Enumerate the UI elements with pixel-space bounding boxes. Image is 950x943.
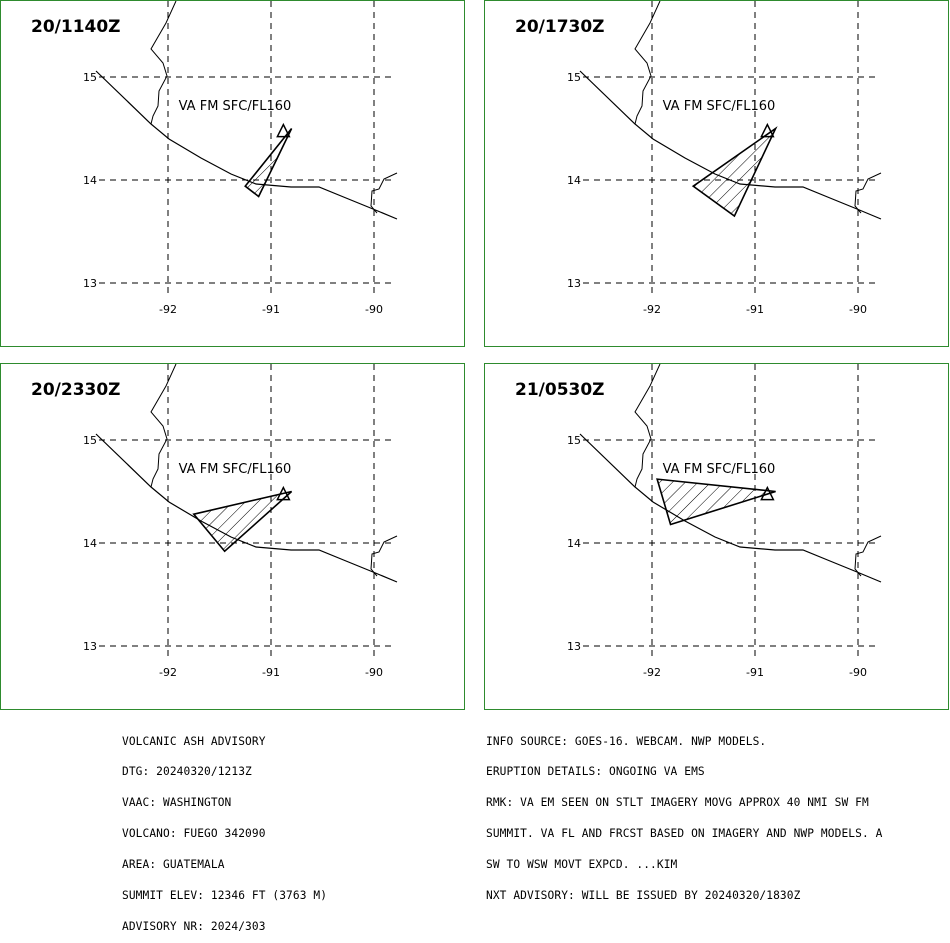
lon-tick-label: -91	[746, 666, 764, 679]
lat-tick-label: 15	[567, 434, 581, 447]
forecast-panel-2: 15 14 13 -92 -91 -90 VA FM SFC/FL160 20/1730Z	[484, 0, 949, 347]
volcano-triangle-icon	[276, 122, 291, 138]
lat-tick-label: 15	[83, 434, 97, 447]
lat-tick-label: 13	[567, 640, 581, 653]
va-flight-level-label: VA FM SFC/FL160	[663, 99, 776, 114]
lat-tick-label: 15	[83, 71, 97, 84]
advisory-line: SW TO WSW MOVT EXPCD. ...KIM	[486, 858, 678, 872]
country-border	[634, 364, 661, 488]
coastline	[579, 433, 882, 583]
volcano-triangle-icon	[760, 485, 775, 501]
country-border	[854, 535, 882, 577]
lon-tick-label: -90	[849, 666, 867, 679]
lat-tick-label: 15	[567, 71, 581, 84]
coastline	[95, 433, 398, 583]
lon-tick-label: -92	[643, 666, 661, 679]
va-flight-level-label: VA FM SFC/FL160	[663, 462, 776, 477]
lon-tick-label: -90	[849, 303, 867, 316]
advisory-line: ERUPTION DETAILS: ONGOING VA EMS	[486, 765, 705, 779]
panel-time: 21/0530Z	[515, 380, 605, 400]
lat-tick-label: 14	[83, 174, 97, 187]
advisory-line: VAAC: WASHINGTON	[122, 796, 232, 810]
lon-tick-label: -92	[643, 303, 661, 316]
ash-cloud-polygon	[244, 127, 293, 198]
forecast-panel-1: 15 14 13 -92 -91 -90 VA FM SFC/FL160 20/1140Z	[0, 0, 465, 347]
volcano-triangle-icon	[760, 122, 775, 138]
advisory-line: DTG: 20240320/1213Z	[122, 765, 252, 779]
lon-tick-label: -91	[262, 303, 280, 316]
lat-tick-label: 13	[83, 277, 97, 290]
lat-tick-label: 13	[83, 640, 97, 653]
ash-cloud-polygon	[192, 490, 293, 553]
country-border	[634, 1, 661, 125]
advisory-line: RMK: VA EM SEEN ON STLT IMAGERY MOVG APP…	[486, 796, 869, 810]
lon-tick-label: -92	[159, 303, 177, 316]
panel-time: 20/2330Z	[31, 380, 121, 400]
advisory-line: SUMMIT. VA FL AND FRCST BASED ON IMAGERY…	[486, 827, 883, 841]
advisory-line: VOLCANO: FUEGO 342090	[122, 827, 266, 841]
lon-tick-label: -90	[365, 666, 383, 679]
lat-tick-label: 14	[83, 537, 97, 550]
lon-tick-label: -90	[365, 303, 383, 316]
lat-tick-label: 13	[567, 277, 581, 290]
map-svg: 15 14 13 -92 -91 -90 VA FM SFC/FL160	[83, 1, 398, 316]
lon-tick-label: -91	[262, 666, 280, 679]
map-svg: 15 14 13 -92 -91 -90 VA FM SFC/FL160	[83, 364, 398, 679]
panel-time: 20/1140Z	[31, 17, 121, 37]
forecast-panel-4: 15 14 13 -92 -91 -90 VA FM SFC/FL160 21/0530Z	[484, 363, 949, 710]
ash-cloud-polygon	[656, 478, 776, 526]
country-border	[370, 172, 398, 214]
va-flight-level-label: VA FM SFC/FL160	[179, 99, 292, 114]
advisory-line: SUMMIT ELEV: 12346 FT (3763 M)	[122, 889, 328, 903]
advisory-line: ADVISORY NR: 2024/303	[122, 919, 266, 933]
advisory-line: VOLCANIC ASH ADVISORY	[122, 734, 266, 748]
country-border	[854, 172, 882, 214]
lon-tick-label: -92	[159, 666, 177, 679]
volcano-triangle-icon	[276, 485, 291, 501]
va-flight-level-label: VA FM SFC/FL160	[179, 462, 292, 477]
country-border	[150, 364, 177, 488]
map-svg: 15 14 13 -92 -91 -90 VA FM SFC/FL160	[567, 1, 882, 316]
lon-tick-label: -91	[746, 303, 764, 316]
forecast-panel-3: 15 14 13 -92 -91 -90 VA FM SFC/FL160 20/2330Z	[0, 363, 465, 710]
advisory-line: NXT ADVISORY: WILL BE ISSUED BY 20240320…	[486, 889, 801, 903]
country-border	[370, 535, 398, 577]
map-svg: 15 14 13 -92 -91 -90 VA FM SFC/FL160	[567, 364, 882, 679]
lat-tick-label: 14	[567, 174, 581, 187]
ash-cloud-polygon	[691, 126, 778, 218]
lat-tick-label: 14	[567, 537, 581, 550]
advisory-line: INFO SOURCE: GOES-16. WEBCAM. NWP MODELS…	[486, 734, 767, 748]
panel-time: 20/1730Z	[515, 17, 605, 37]
advisory-info-left: VOLCANIC ASH ADVISORY DTG: 20240320/1213…	[122, 716, 327, 943]
advisory-info-right: INFO SOURCE: GOES-16. WEBCAM. NWP MODELS…	[486, 716, 882, 912]
coastline	[95, 70, 398, 220]
advisory-line: AREA: GUATEMALA	[122, 858, 225, 872]
country-border	[150, 1, 177, 125]
